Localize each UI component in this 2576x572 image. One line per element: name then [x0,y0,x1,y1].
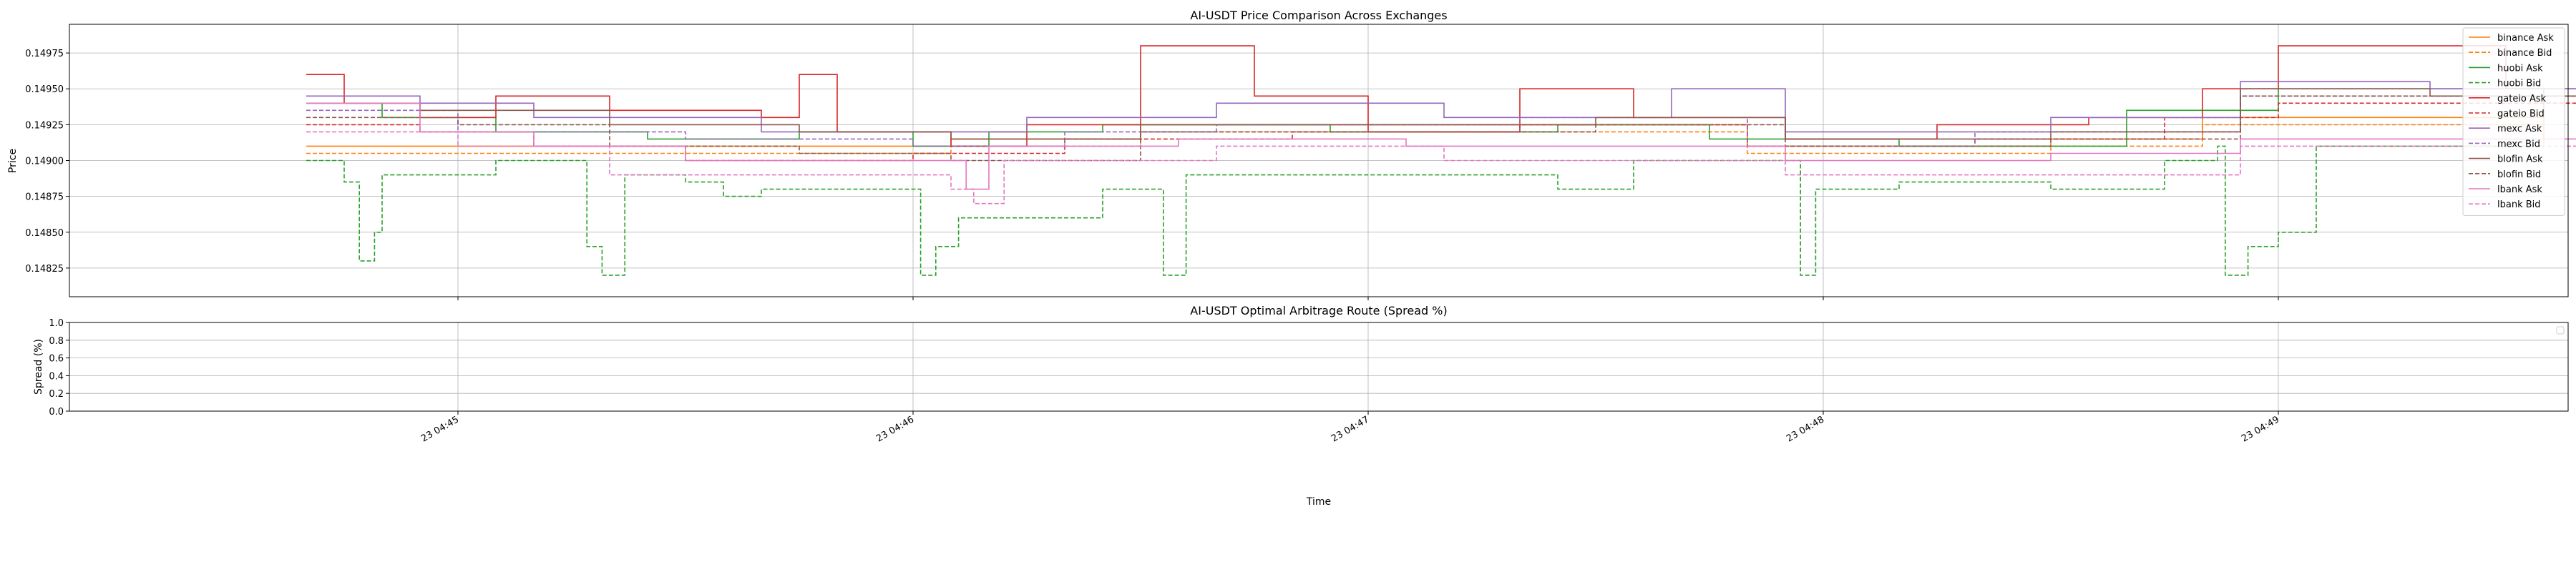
spread-chart-x-label: Time [1306,496,1331,508]
spread-chart-y-tick-label: 1.0 [49,318,64,329]
legend-box [2462,27,2565,216]
legend-label: huobi Ask [2497,63,2543,74]
price-chart-y-tick-label: 0.14950 [25,84,64,95]
legend-label: mexc Ask [2497,124,2542,134]
series-line-blofin-bid [306,95,2576,162]
series-line-lbank-ask [306,102,2576,190]
series-line-huobi-bid [306,145,2544,276]
spread-chart-y-tick-label: 0.0 [49,407,64,418]
legend-label: lbank Ask [2497,184,2542,195]
series-line-blofin-ask [306,88,2576,140]
spread-chart-empty-legend [2556,326,2565,335]
spread-chart-y-tick-label: 0.8 [49,336,64,347]
legend-label: binance Bid [2497,48,2552,59]
legend-label: gateio Bid [2497,109,2545,119]
legend-label: mexc Bid [2497,139,2540,149]
price-chart-y-label: Price [7,149,19,173]
price-chart-y-tick-label: 0.14900 [25,157,64,167]
spread-chart-y-tick-label: 0.4 [49,371,64,382]
legend-label: gateio Ask [2497,94,2547,104]
series-line-lbank-bid [306,131,2576,204]
spread-chart-frame [69,322,2569,412]
price-chart-y-tick-label: 0.14975 [25,49,64,59]
legend-label: blofin Bid [2497,169,2541,180]
spread-chart-y-ticks: 0.0 0.2 0.4 0.6 0.8 1.0 [49,318,69,418]
legend-label: lbank Bid [2497,199,2541,210]
price-chart-y-tick-label: 0.14825 [25,264,64,275]
price-chart-legend: binance Ask binance Bid huobi Ask huobi Bid… [2462,27,2565,216]
price-chart-series [306,45,2576,276]
spread-chart-y-label: Spread (%) [33,339,44,395]
legend-label: binance Ask [2497,33,2554,44]
price-chart-y-tick-label: 0.14925 [25,120,64,131]
legend-label: huobi Bid [2497,79,2541,89]
price-chart: AI-USDT Price Comparison Across Exchange… [7,9,2576,300]
price-chart-y-tick-label: 0.14850 [25,228,64,239]
price-chart-y-ticks: 0.14825 0.14850 0.14875 0.14900 0.14925 0.149… [25,49,2279,300]
spread-chart-y-tick-label: 0.2 [49,389,64,400]
price-chart-title: AI-USDT Price Comparison Across Exchange… [1190,9,1447,22]
price-chart-y-tick-label: 0.14875 [25,192,64,203]
legend-label: blofin Ask [2497,154,2543,165]
spread-chart-title: AI-USDT Optimal Arbitrage Route (Spread … [1190,304,1447,317]
series-line-binance-bid [306,124,2545,154]
spread-chart-y-tick-label: 0.6 [49,354,64,365]
series-line-mexc-ask [306,81,2576,133]
